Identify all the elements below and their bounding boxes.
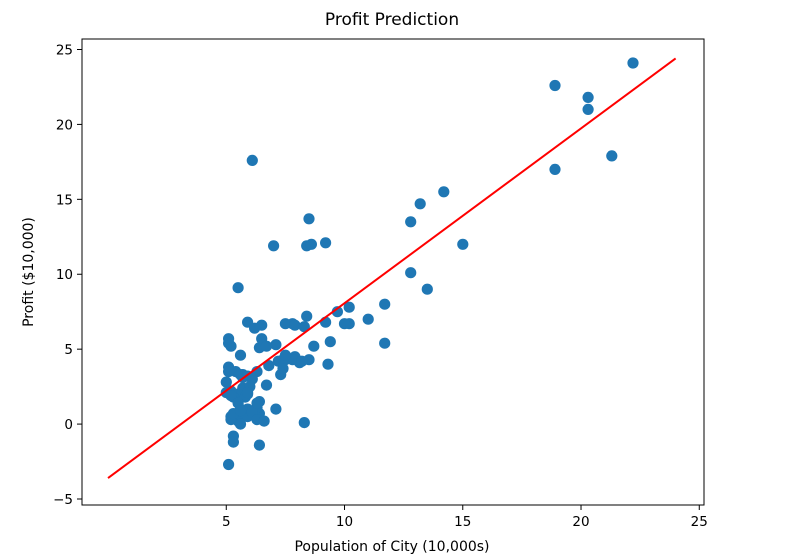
data-point <box>305 238 317 250</box>
data-point <box>260 379 273 391</box>
data-point <box>234 418 247 430</box>
data-point <box>331 306 343 318</box>
data-point <box>338 318 351 330</box>
data-point <box>258 415 270 427</box>
data-point <box>251 397 263 409</box>
y-tick-label: 0 <box>64 417 73 433</box>
y-tick-label: 25 <box>56 42 73 58</box>
data-point <box>225 390 237 402</box>
data-point <box>379 298 391 310</box>
x-tick-label: 20 <box>572 514 589 530</box>
data-point <box>379 337 391 349</box>
data-point <box>279 318 291 330</box>
data-point <box>362 313 374 325</box>
fit-line <box>107 57 677 479</box>
y-axis-label: Profit ($10,000) <box>21 217 37 327</box>
data-point <box>234 405 247 417</box>
data-point <box>253 439 265 451</box>
data-point <box>242 387 254 399</box>
y-tick-label: 15 <box>56 192 73 208</box>
data-point <box>582 91 594 103</box>
y-tick-label: 20 <box>56 117 73 133</box>
data-point <box>549 79 561 92</box>
data-point <box>324 336 336 348</box>
data-point <box>343 301 355 313</box>
data-point <box>438 186 450 198</box>
data-point <box>249 322 261 334</box>
y-tick-label: −5 <box>53 492 73 508</box>
data-point <box>308 340 320 352</box>
y-tick-label: 5 <box>64 342 73 358</box>
data-point <box>220 376 232 388</box>
y-tick-label: 10 <box>56 267 73 283</box>
data-point <box>301 310 313 322</box>
axes: 5 10 15 20 25 −5 0 5 10 15 20 25 <box>53 38 708 530</box>
plot-frame <box>81 38 705 506</box>
data-point <box>270 403 282 415</box>
data-point <box>296 355 308 367</box>
data-point <box>627 57 639 69</box>
regression-line <box>107 57 677 479</box>
data-point <box>405 216 417 228</box>
data-point <box>223 333 235 345</box>
data-point <box>322 358 334 370</box>
data-point <box>270 339 282 351</box>
chart-title: Profit Prediction <box>325 10 459 30</box>
data-point <box>414 198 426 210</box>
data-point <box>606 150 618 162</box>
data-point <box>421 283 433 295</box>
data-point <box>227 436 239 448</box>
data-point <box>320 237 332 249</box>
x-axis-label: Population of City (10,000s) <box>294 539 489 555</box>
data-point <box>263 360 275 372</box>
data-point <box>268 240 280 252</box>
data-point <box>223 366 235 378</box>
data-point <box>549 163 561 175</box>
data-point <box>405 267 417 279</box>
x-tick-label: 10 <box>336 514 353 530</box>
x-tick-label: 5 <box>222 514 231 530</box>
data-point <box>303 213 315 225</box>
data-point <box>232 282 244 294</box>
data-point <box>234 349 247 361</box>
data-points <box>220 57 639 471</box>
data-point <box>298 417 310 429</box>
data-point <box>298 321 310 333</box>
data-point <box>277 363 289 375</box>
x-tick-label: 25 <box>691 514 708 530</box>
data-point <box>223 458 235 471</box>
x-tick-label: 15 <box>454 514 471 530</box>
data-point <box>246 154 258 166</box>
data-point <box>582 103 594 115</box>
data-point <box>279 349 291 361</box>
data-point <box>457 238 469 250</box>
data-point <box>289 319 301 331</box>
data-point <box>260 340 273 352</box>
